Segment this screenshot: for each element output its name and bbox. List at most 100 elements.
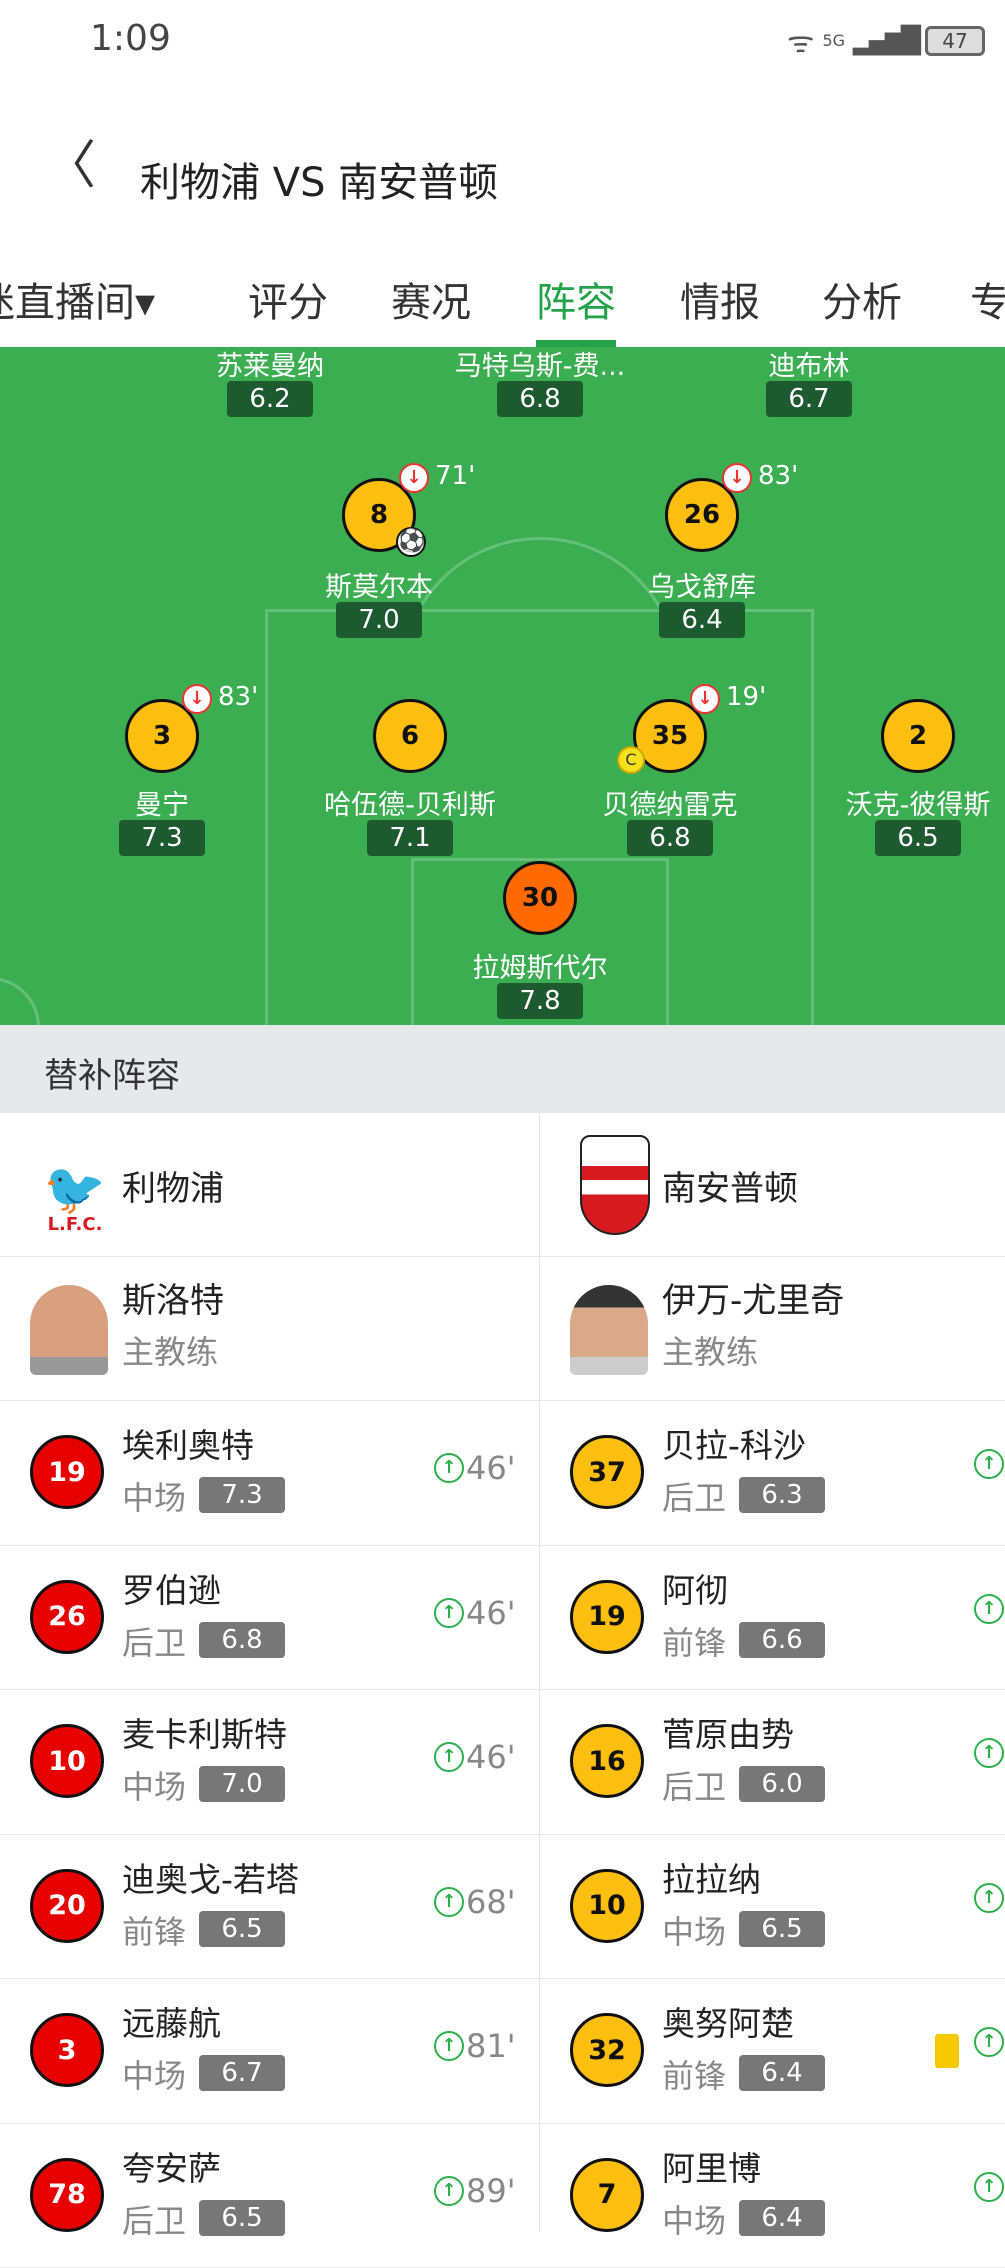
sub-in-indicator: ↑46' [434, 1449, 516, 1487]
page-title: 利物浦 VS 南安普顿 [140, 150, 498, 208]
coach-row: 斯洛特主教练伊万-尤里奇主教练 [0, 1257, 1005, 1401]
sub-in-minute: 46' [466, 1594, 516, 1632]
southampton-crest-icon [580, 1135, 650, 1235]
coach-avatar [30, 1285, 108, 1375]
tab-6[interactable]: 专 [970, 270, 1005, 328]
player-position: 后卫 [122, 1618, 186, 1664]
liverpool-crest-icon: 🐦L.F.C. [40, 1135, 110, 1235]
player-name: 哈伍德-贝利斯 [324, 783, 496, 822]
sub-in-arrow-icon: ↑ [974, 1449, 1004, 1479]
player-rating: 6.0 [739, 1766, 825, 1802]
player-number-circle[interactable]: 26 [30, 1580, 104, 1654]
player-rating: 6.5 [739, 1911, 825, 1947]
sub-in-minute: 46' [466, 1449, 516, 1487]
player-number-circle[interactable]: 20 [30, 1869, 104, 1943]
coach-role: 主教练 [122, 1327, 218, 1373]
player-position: 前锋 [662, 1618, 726, 1664]
tab-4[interactable]: 情报 [680, 270, 760, 328]
sub-in-arrow-icon: ↑ [434, 1598, 464, 1628]
player-name: 乌戈舒库 [648, 565, 756, 604]
tab-2[interactable]: 赛况 [391, 270, 471, 328]
player-number-circle[interactable]: 19 [570, 1580, 644, 1654]
sub-in-indicator: ↑ [974, 1449, 1004, 1479]
player-number-circle[interactable]: 10 [570, 1869, 644, 1943]
sub-in-indicator: ↑81' [434, 2027, 516, 2065]
wifi-icon: ᯤ [787, 20, 814, 61]
sub-in-indicator: ↑46' [434, 1738, 516, 1776]
sub-in-arrow-icon: ↑ [434, 1742, 464, 1772]
player-name[interactable]: 远藤航 [122, 1997, 221, 2045]
player-number-circle[interactable]: 78 [30, 2158, 104, 2232]
sub-in-indicator: ↑46' [434, 1594, 516, 1632]
player-rating: 6.2 [227, 381, 313, 417]
sub-off-arrow-icon: ↓ [182, 684, 212, 714]
tab-0[interactable]: 迷直播间▾ [0, 270, 155, 328]
sub-off-arrow-icon: ↓ [722, 463, 752, 493]
player-name[interactable]: 麦卡利斯特 [122, 1708, 287, 1756]
player-rating: 6.6 [739, 1622, 825, 1658]
player-name[interactable]: 菅原由势 [662, 1708, 794, 1756]
player-number-circle[interactable]: 30 [503, 861, 577, 935]
player-name: 斯莫尔本 [325, 565, 433, 604]
back-button[interactable]: 〈 [44, 140, 96, 192]
away-team-name: 南安普顿 [662, 1161, 798, 1210]
goal-ball-icon: ⚽ [396, 527, 426, 557]
player-name[interactable]: 奥努阿楚 [662, 1997, 794, 2045]
sub-in-indicator: ↑89' [434, 2172, 516, 2210]
status-time: 1:09 [90, 18, 171, 59]
coach-role: 主教练 [662, 1327, 758, 1373]
coach-avatar [570, 1285, 648, 1375]
player-name[interactable]: 阿彻 [662, 1564, 728, 1612]
captain-badge: C [617, 746, 645, 774]
player-rating: 6.8 [497, 381, 583, 417]
player-position: 中场 [662, 2196, 726, 2242]
player-number-circle[interactable]: 19 [30, 1435, 104, 1509]
tab-3[interactable]: 阵容 [536, 270, 616, 328]
sub-in-arrow-icon: ↑ [434, 1453, 464, 1483]
player-name[interactable]: 阿里博 [662, 2142, 761, 2190]
player-name[interactable]: 拉拉纳 [662, 1853, 761, 1901]
tab-5[interactable]: 分析 [822, 270, 902, 328]
player-rating: 6.8 [627, 820, 713, 856]
player-name: 曼宁 [135, 783, 189, 822]
player-name[interactable]: 夸安萨 [122, 2142, 221, 2190]
home-team-name: 利物浦 [122, 1161, 224, 1210]
tab-bar: 迷直播间▾ 评分 赛况 阵容 情报 分析 专 [0, 270, 1005, 346]
player-rating: 7.3 [199, 1477, 285, 1513]
player-rating: 6.4 [739, 2055, 825, 2091]
player-rating: 6.7 [199, 2055, 285, 2091]
player-number-circle[interactable]: 2 [881, 699, 955, 773]
sub-in-indicator: ↑68' [434, 1883, 516, 1921]
player-number-circle[interactable]: 6 [373, 699, 447, 773]
player-number-circle[interactable]: 32 [570, 2013, 644, 2087]
battery-icon: 47 [925, 26, 985, 56]
pitch-corner-arc [0, 977, 40, 1025]
player-name[interactable]: 罗伯逊 [122, 1564, 221, 1612]
sub-in-arrow-icon: ↑ [974, 2172, 1004, 2202]
player-name[interactable]: 迪奥戈-若塔 [122, 1853, 299, 1901]
player-name[interactable]: 贝拉-科沙 [662, 1419, 806, 1467]
sub-in-arrow-icon: ↑ [974, 1594, 1004, 1624]
player-number-circle[interactable]: 37 [570, 1435, 644, 1509]
player-number-circle[interactable]: 16 [570, 1724, 644, 1798]
tab-1[interactable]: 评分 [248, 270, 328, 328]
sub-off-arrow-icon: ↓ [399, 463, 429, 493]
player-name[interactable]: 埃利奥特 [122, 1419, 254, 1467]
player-rating: 6.8 [199, 1622, 285, 1658]
sub-in-arrow-icon: ↑ [434, 2176, 464, 2206]
sub-in-minute: 81' [466, 2027, 516, 2065]
player-position: 中场 [662, 1907, 726, 1953]
player-number-circle[interactable]: 10 [30, 1724, 104, 1798]
player-name: 迪布林 [769, 347, 850, 383]
player-number-circle[interactable]: 3 [30, 2013, 104, 2087]
sub-in-minute: 68' [466, 1883, 516, 1921]
player-position: 中场 [122, 1473, 186, 1519]
player-number-circle[interactable]: 7 [570, 2158, 644, 2232]
sub-off-minute: 71' [435, 461, 475, 491]
